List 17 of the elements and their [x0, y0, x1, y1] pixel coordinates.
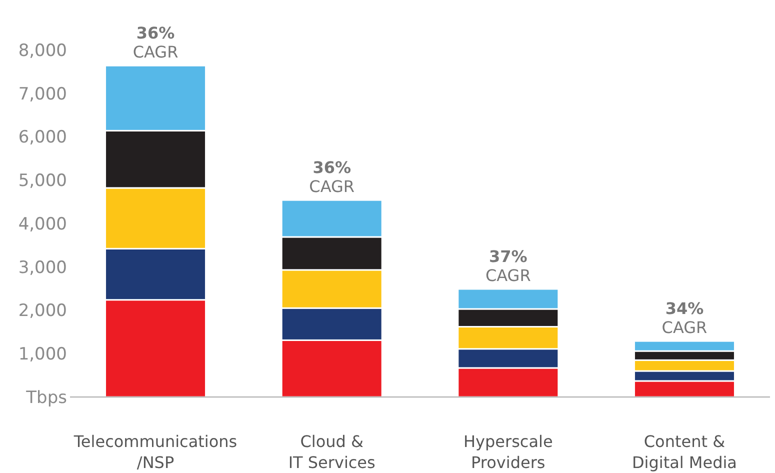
x-tick-label: Hyperscale Providers [464, 432, 553, 472]
annotation: 36% CAGR [132, 24, 178, 62]
y-tick-label: 7,000 [18, 84, 67, 104]
annotation: 34% CAGR [662, 299, 708, 338]
y-tick-label: 8,000 [18, 40, 67, 61]
annotation: 37% CAGR [485, 246, 531, 285]
x-tick-label: Cloud & IT Services [288, 432, 376, 472]
y-tick-label: 6,000 [18, 128, 67, 148]
y-tick-label: 1,000 [18, 344, 67, 365]
y-tick-label: Tbps [25, 388, 68, 408]
y-tick-label: 2,000 [18, 301, 67, 322]
y-tick-label: 4,000 [18, 214, 67, 234]
y-tick-label: 5,000 [18, 171, 67, 192]
annotation: 36% CAGR [309, 158, 355, 196]
x-tick-label: Content & Digital Media [632, 432, 737, 472]
y-tick-label: 3,000 [18, 258, 67, 278]
x-tick-label: Telecommunications /NSP [72, 432, 238, 472]
